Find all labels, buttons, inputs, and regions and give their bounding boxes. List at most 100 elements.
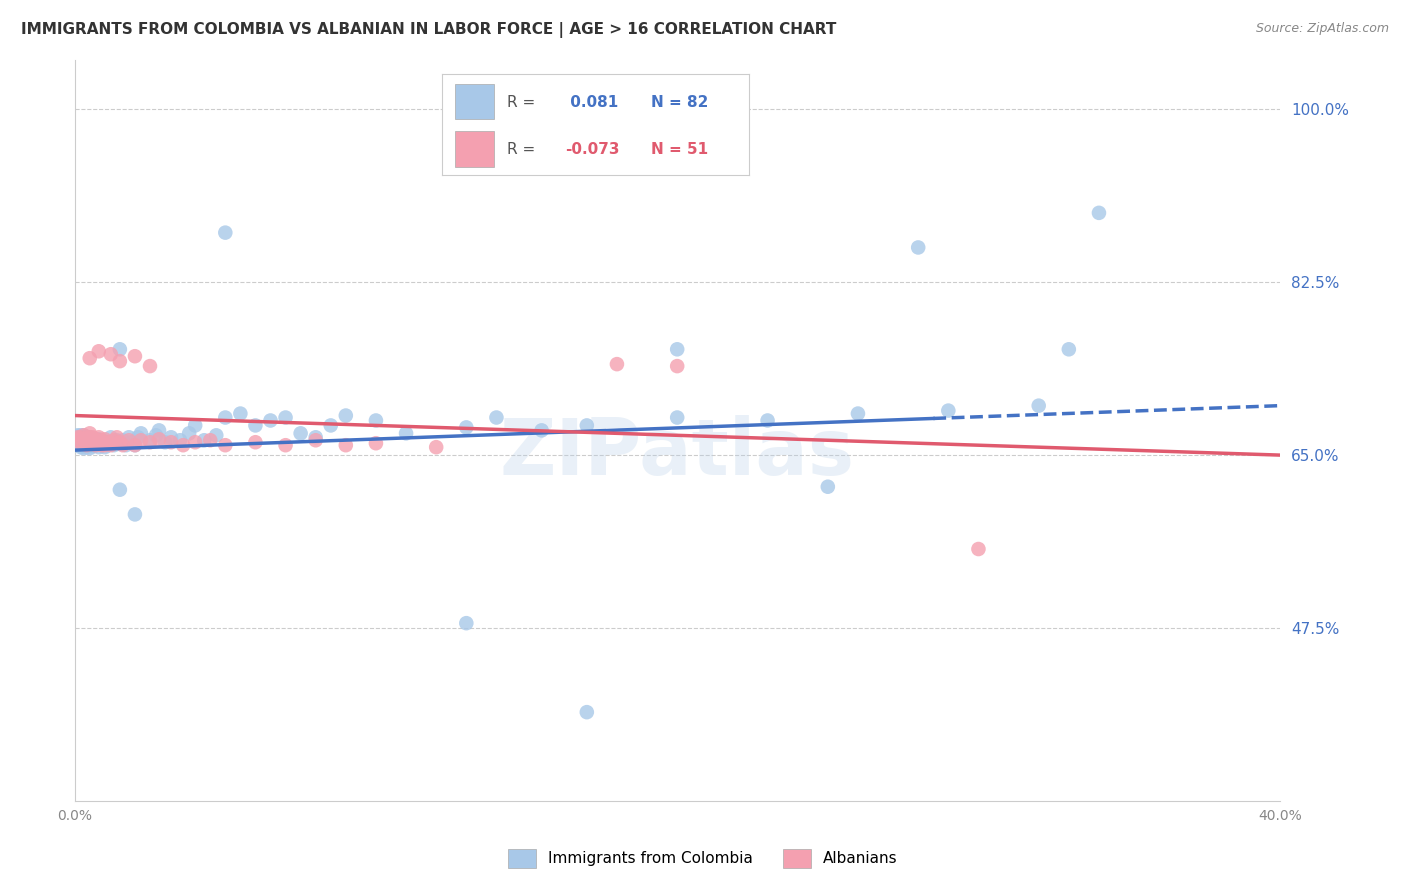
Point bbox=[666, 359, 689, 373]
Point bbox=[76, 438, 98, 452]
Point bbox=[485, 410, 508, 425]
Point bbox=[127, 430, 149, 444]
Point bbox=[87, 440, 110, 454]
Point bbox=[76, 437, 98, 451]
Point bbox=[193, 434, 215, 448]
Point bbox=[82, 430, 104, 444]
Point bbox=[184, 435, 207, 450]
Point bbox=[229, 407, 252, 421]
Point bbox=[87, 435, 110, 450]
Point bbox=[108, 354, 131, 368]
Point bbox=[76, 430, 98, 444]
Point bbox=[245, 418, 267, 433]
Point bbox=[79, 426, 101, 441]
Point bbox=[97, 435, 120, 450]
Point bbox=[139, 435, 162, 450]
Point bbox=[274, 438, 297, 452]
Point bbox=[967, 541, 990, 556]
Point bbox=[184, 418, 207, 433]
Point bbox=[666, 410, 689, 425]
Point bbox=[82, 436, 104, 450]
Point bbox=[69, 436, 91, 450]
Text: Source: ZipAtlas.com: Source: ZipAtlas.com bbox=[1256, 22, 1389, 36]
Point bbox=[1088, 206, 1111, 220]
Point bbox=[79, 441, 101, 455]
Point bbox=[66, 434, 89, 448]
Point bbox=[575, 705, 598, 719]
Point bbox=[214, 410, 236, 425]
Point bbox=[108, 435, 131, 450]
Point bbox=[129, 426, 152, 441]
Point bbox=[124, 438, 146, 452]
Point bbox=[76, 434, 98, 448]
Text: ZIPatlas: ZIPatlas bbox=[499, 415, 855, 491]
Point bbox=[90, 438, 112, 452]
Point bbox=[907, 240, 929, 254]
Point bbox=[103, 434, 125, 448]
Point bbox=[456, 616, 478, 631]
Point bbox=[73, 428, 96, 442]
Point bbox=[73, 432, 96, 446]
Point bbox=[73, 435, 96, 450]
Point bbox=[124, 438, 146, 452]
Point bbox=[82, 439, 104, 453]
Point bbox=[87, 432, 110, 446]
Point bbox=[82, 432, 104, 446]
Point bbox=[160, 435, 183, 450]
Point bbox=[66, 428, 89, 442]
Point bbox=[139, 434, 162, 448]
Point bbox=[121, 435, 143, 450]
Point bbox=[105, 434, 128, 448]
Point bbox=[84, 438, 107, 452]
Point bbox=[90, 434, 112, 448]
Point bbox=[69, 434, 91, 448]
Point bbox=[73, 441, 96, 455]
Point bbox=[94, 440, 117, 454]
Point bbox=[606, 357, 628, 371]
Point bbox=[395, 426, 418, 441]
Point bbox=[97, 438, 120, 452]
Point bbox=[108, 436, 131, 450]
Point bbox=[111, 434, 134, 448]
Point bbox=[94, 432, 117, 446]
Point bbox=[69, 440, 91, 454]
Point bbox=[139, 359, 162, 373]
Point bbox=[69, 430, 91, 444]
Point bbox=[90, 434, 112, 448]
Point bbox=[364, 413, 387, 427]
Point bbox=[100, 430, 122, 444]
Point bbox=[108, 343, 131, 357]
Point bbox=[100, 438, 122, 452]
Point bbox=[69, 428, 91, 442]
Point bbox=[79, 430, 101, 444]
Point bbox=[1028, 399, 1050, 413]
Point bbox=[66, 430, 89, 444]
Legend: Immigrants from Colombia, Albanians: Immigrants from Colombia, Albanians bbox=[496, 837, 910, 880]
Point bbox=[214, 438, 236, 452]
Point bbox=[335, 409, 357, 423]
Point bbox=[105, 430, 128, 444]
Point bbox=[87, 436, 110, 450]
Point bbox=[214, 226, 236, 240]
Point bbox=[200, 434, 222, 448]
Point bbox=[846, 407, 869, 421]
Point bbox=[364, 436, 387, 450]
Point bbox=[79, 430, 101, 444]
Point bbox=[169, 434, 191, 448]
Point bbox=[118, 430, 141, 444]
Point bbox=[90, 438, 112, 452]
Point bbox=[124, 349, 146, 363]
Point bbox=[124, 508, 146, 522]
Point bbox=[94, 435, 117, 450]
Point bbox=[111, 438, 134, 452]
Text: IMMIGRANTS FROM COLOMBIA VS ALBANIAN IN LABOR FORCE | AGE > 16 CORRELATION CHART: IMMIGRANTS FROM COLOMBIA VS ALBANIAN IN … bbox=[21, 22, 837, 38]
Point bbox=[100, 347, 122, 361]
Point bbox=[66, 438, 89, 452]
Point bbox=[103, 438, 125, 452]
Point bbox=[118, 434, 141, 448]
Point bbox=[84, 434, 107, 448]
Point bbox=[335, 438, 357, 452]
Point bbox=[73, 432, 96, 446]
Point bbox=[319, 418, 342, 433]
Point bbox=[82, 436, 104, 450]
